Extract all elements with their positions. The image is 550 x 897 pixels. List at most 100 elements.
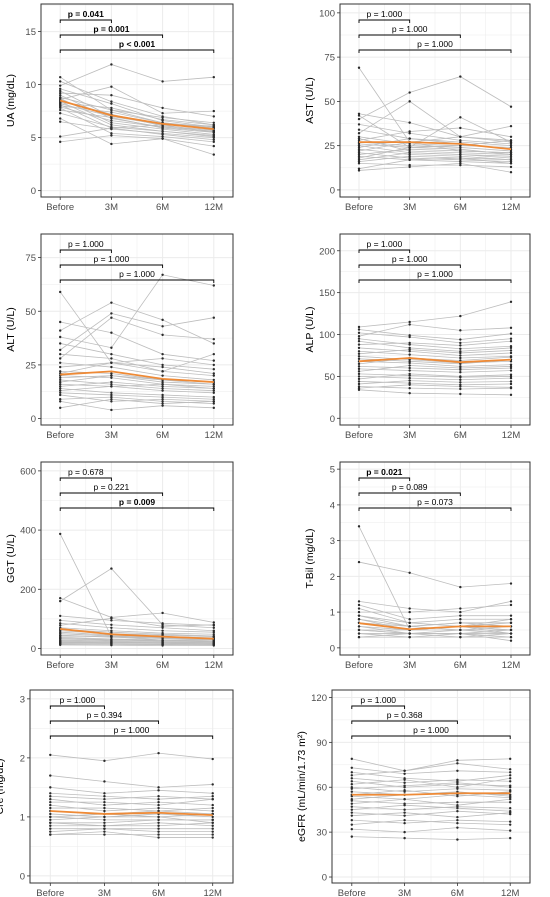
data-point	[110, 383, 113, 386]
data-point	[408, 374, 411, 377]
subject-line	[358, 155, 512, 162]
x-tick-label: Before	[345, 660, 373, 671]
y-tick-label: 3	[330, 536, 335, 547]
data-point	[509, 142, 513, 146]
data-point	[161, 622, 164, 625]
p-value-label: p = 1.000	[366, 239, 402, 249]
data-point	[509, 349, 513, 352]
data-point	[408, 335, 411, 339]
data-point	[357, 167, 361, 170]
subject-line	[358, 347, 512, 356]
data-point	[509, 162, 513, 165]
significance-bracket	[358, 477, 411, 481]
data-point	[357, 625, 361, 628]
data-point	[357, 151, 361, 154]
subject-line	[351, 819, 511, 826]
data-point	[59, 106, 62, 110]
chart-panel-6: 0 1 2 3 Before 3M 6M 12M p = 1.000 p = 0.394 p = 1…	[0, 689, 234, 897]
y-tick-label: 2	[330, 572, 335, 583]
subject-line	[50, 798, 213, 806]
data-point	[161, 370, 164, 373]
y-axis-label: AST (U/L)	[304, 77, 316, 123]
p-value-label: p = 0.001	[93, 24, 129, 34]
subject-line	[60, 638, 214, 643]
data-point	[403, 811, 406, 814]
data-point	[408, 153, 411, 156]
data-point	[103, 797, 106, 801]
data-point	[456, 826, 459, 829]
data-point	[408, 165, 411, 169]
data-point	[161, 385, 164, 388]
data-point	[59, 357, 62, 360]
data-point	[161, 625, 164, 628]
data-point	[59, 89, 62, 93]
subject-line	[351, 771, 511, 782]
subject-line	[60, 101, 214, 137]
data-point	[157, 795, 160, 798]
data-point	[408, 610, 411, 614]
data-point	[408, 364, 411, 367]
y-axis-label: ALT (U/L)	[5, 307, 17, 352]
x-tick-label: 6M	[156, 202, 169, 213]
data-point	[49, 824, 52, 827]
data-point	[161, 363, 164, 367]
data-point	[49, 815, 52, 819]
y-tick-label: 15	[25, 27, 36, 38]
data-point	[59, 352, 62, 356]
subject-line	[351, 812, 511, 818]
data-point	[59, 599, 62, 603]
data-point	[509, 124, 513, 128]
data-point	[357, 132, 361, 135]
y-tick-label: 50	[324, 372, 335, 383]
chart-panel-2: 0 25 50 75 Before 3M 6M 12M p = 1.000 p = 1.000 p …	[5, 233, 234, 441]
data-point	[59, 348, 62, 352]
data-point	[509, 155, 513, 158]
data-point	[403, 808, 406, 811]
data-point	[103, 827, 106, 830]
data-point	[211, 806, 214, 810]
panel-border	[339, 3, 531, 198]
panel-border	[339, 233, 531, 426]
data-point	[350, 771, 353, 774]
data-point	[408, 320, 411, 324]
data-point	[157, 830, 160, 833]
x-tick-label: 6M	[454, 202, 467, 213]
panel-border	[40, 233, 234, 426]
data-point	[509, 156, 513, 160]
data-point	[59, 361, 62, 364]
data-point	[161, 116, 164, 119]
data-point	[357, 155, 361, 158]
data-point	[459, 621, 462, 625]
y-tick-label: 0	[322, 873, 327, 884]
y-tick-label: 0	[330, 185, 335, 196]
data-point	[509, 375, 513, 378]
data-point	[211, 815, 214, 819]
data-point	[161, 365, 164, 369]
data-point	[211, 818, 214, 822]
data-point	[211, 809, 214, 813]
data-point	[357, 388, 361, 392]
data-point	[161, 387, 164, 390]
subject-line	[50, 828, 213, 833]
p-value-label: p = 1.000	[68, 239, 104, 249]
y-tick-label: 50	[25, 307, 36, 318]
data-point	[212, 644, 215, 647]
chart-panel-7: 0 30 60 90 120 Before 3M 6M 12M p = 1.000 p = 0.36…	[296, 689, 531, 897]
subject-line	[358, 360, 512, 367]
data-point	[509, 337, 513, 340]
x-tick-label: 6M	[156, 660, 169, 671]
p-value-label: p = 1.000	[417, 39, 453, 49]
data-point	[49, 753, 52, 757]
data-point	[350, 757, 353, 761]
data-point	[456, 762, 459, 765]
data-point	[509, 153, 513, 156]
data-point	[49, 795, 52, 798]
subject-line	[60, 388, 214, 398]
data-point	[59, 383, 62, 386]
subject-line	[358, 365, 512, 371]
data-point	[456, 787, 459, 790]
data-point	[459, 158, 462, 162]
data-point	[509, 820, 512, 823]
data-point	[357, 160, 361, 163]
data-point	[59, 112, 62, 115]
